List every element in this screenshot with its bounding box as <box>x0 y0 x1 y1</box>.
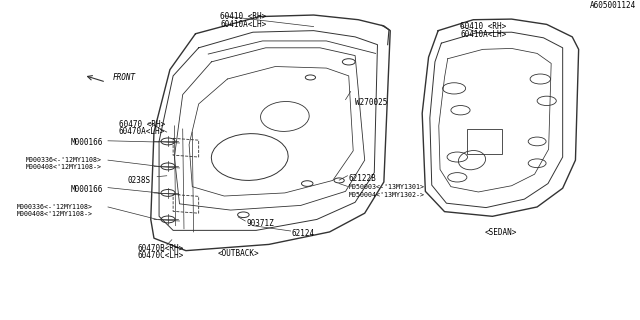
Text: 60470 <RH>: 60470 <RH> <box>119 120 165 129</box>
Text: M000166: M000166 <box>71 185 103 194</box>
Text: A605001124: A605001124 <box>590 1 636 10</box>
Text: <SEDAN>: <SEDAN> <box>484 228 517 237</box>
Text: 60410 <RH>: 60410 <RH> <box>220 12 266 21</box>
Text: M050003<-'13MY1301>: M050003<-'13MY1301> <box>349 185 425 190</box>
Text: 60470B<RH>: 60470B<RH> <box>138 244 184 253</box>
Text: 62124: 62124 <box>291 229 314 238</box>
Text: 60410A<LH>: 60410A<LH> <box>461 30 507 39</box>
Text: W270025: W270025 <box>355 98 387 107</box>
Text: 0238S: 0238S <box>127 176 150 185</box>
Text: M000408<'12MY1108->: M000408<'12MY1108-> <box>17 211 93 217</box>
Text: 60470A<LH>: 60470A<LH> <box>119 127 165 136</box>
Text: 90371Z: 90371Z <box>246 219 275 228</box>
Text: <OUTBACK>: <OUTBACK> <box>218 249 259 258</box>
Text: M000166: M000166 <box>71 138 103 147</box>
Text: M000336<-'12MY1108>: M000336<-'12MY1108> <box>17 204 93 210</box>
Text: 60470C<LH>: 60470C<LH> <box>138 251 184 260</box>
Text: M000408<'12MY1108->: M000408<'12MY1108-> <box>26 164 102 170</box>
Text: 60410A<LH>: 60410A<LH> <box>220 20 266 29</box>
Text: M050004<'13MY1302->: M050004<'13MY1302-> <box>349 192 425 198</box>
Text: 62122B: 62122B <box>349 174 376 183</box>
Text: FRONT: FRONT <box>113 73 136 82</box>
Text: M000336<-'12MY1108>: M000336<-'12MY1108> <box>26 157 102 163</box>
Text: 60410 <RH>: 60410 <RH> <box>461 22 507 31</box>
Bar <box>467 129 502 154</box>
